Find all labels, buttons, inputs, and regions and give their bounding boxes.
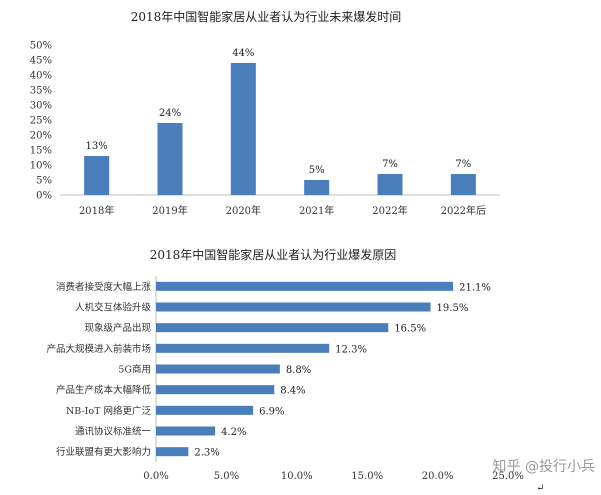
bar [156,405,254,415]
chart2-title: 2018年中国智能家居从业者认为行业爆发原因 [150,247,397,262]
bar [156,385,275,395]
data-label: 7% [455,159,471,170]
x-tick-label: 2022年后 [441,204,486,217]
x-tick-label: 20.0% [422,471,454,482]
bar [156,343,330,353]
data-label: 24% [159,108,181,119]
data-label: 6.9% [259,406,284,417]
x-tick-label: 2018年 [79,204,114,217]
category-label: 5G商用 [118,364,151,376]
bar [156,447,189,457]
category-label: 现象级产品出现 [84,322,151,334]
bar [157,123,183,195]
x-tick-label: 2020年 [226,204,261,217]
x-tick-label: 15.0% [351,471,383,482]
data-label: 21.1% [459,282,491,293]
data-label: 44% [232,48,254,59]
chart2-plot: 21.1% 消费者接受度大幅上涨 19.5% 人机交互体验升级 16.5% 现象级产品出现… [46,276,524,482]
category-label: 人机交互体验升级 [75,302,152,314]
bar [156,426,216,436]
chart1-plot: 0% 5% 10% 15% 20% 25% 30% 35% 40% 45% 50% 13% 2018年 2… [30,41,500,217]
y-tick-label: 40% [30,71,52,82]
bar [304,180,330,195]
bar [84,156,110,195]
corner-mark: ↵ [536,483,544,494]
category-label: 消费者接受度大幅上涨 [56,281,152,293]
category-label: 产品大规模进入前装市场 [46,343,151,355]
y-tick-label: 5% [36,176,52,187]
data-label: 13% [86,141,108,152]
y-tick-label: 25% [30,116,52,127]
y-tick-label: 20% [30,131,52,142]
data-label: 8.4% [280,386,305,397]
y-tick-label: 15% [30,146,52,157]
data-label: 2.3% [194,448,219,459]
data-label: 12.3% [335,344,367,355]
data-label: 4.2% [221,427,246,438]
bar [230,63,256,195]
chart1-title: 2018年中国智能家居从业者认为行业未来爆发时间 [131,9,402,24]
data-label: 16.5% [394,324,426,335]
x-tick-label: 5.0% [214,471,239,482]
x-tick-label: 10.0% [281,471,313,482]
bar [156,323,389,333]
y-tick-label: 10% [30,161,52,172]
bar [156,364,280,374]
bar [156,281,454,291]
category-label: 产品生产成本大幅降低 [56,384,152,396]
category-label: 行业联盟有更大影响力 [56,446,151,458]
y-tick-label: 45% [30,56,52,67]
x-tick-label: 2019年 [152,204,187,217]
category-label: 通讯协议标准统一 [75,426,152,438]
data-label: 7% [382,159,398,170]
bar [377,174,403,195]
y-tick-label: 35% [30,86,52,97]
y-tick-label: 30% [30,101,52,112]
data-label: 8.8% [286,365,311,376]
y-tick-label: 0% [36,191,52,202]
data-label: 5% [309,165,325,176]
x-tick-label: 2022年 [372,204,407,217]
y-tick-label: 50% [30,41,52,52]
data-label: 19.5% [437,303,469,314]
bar [450,174,476,195]
x-tick-label: 0.0% [143,471,168,482]
category-label: NB-IoT 网络更广泛 [66,405,152,417]
x-tick-label: 25.0% [492,471,524,482]
x-tick-label: 2021年 [299,204,334,217]
watermark: 知乎 @投行小兵 [493,458,595,475]
bar [156,302,431,312]
